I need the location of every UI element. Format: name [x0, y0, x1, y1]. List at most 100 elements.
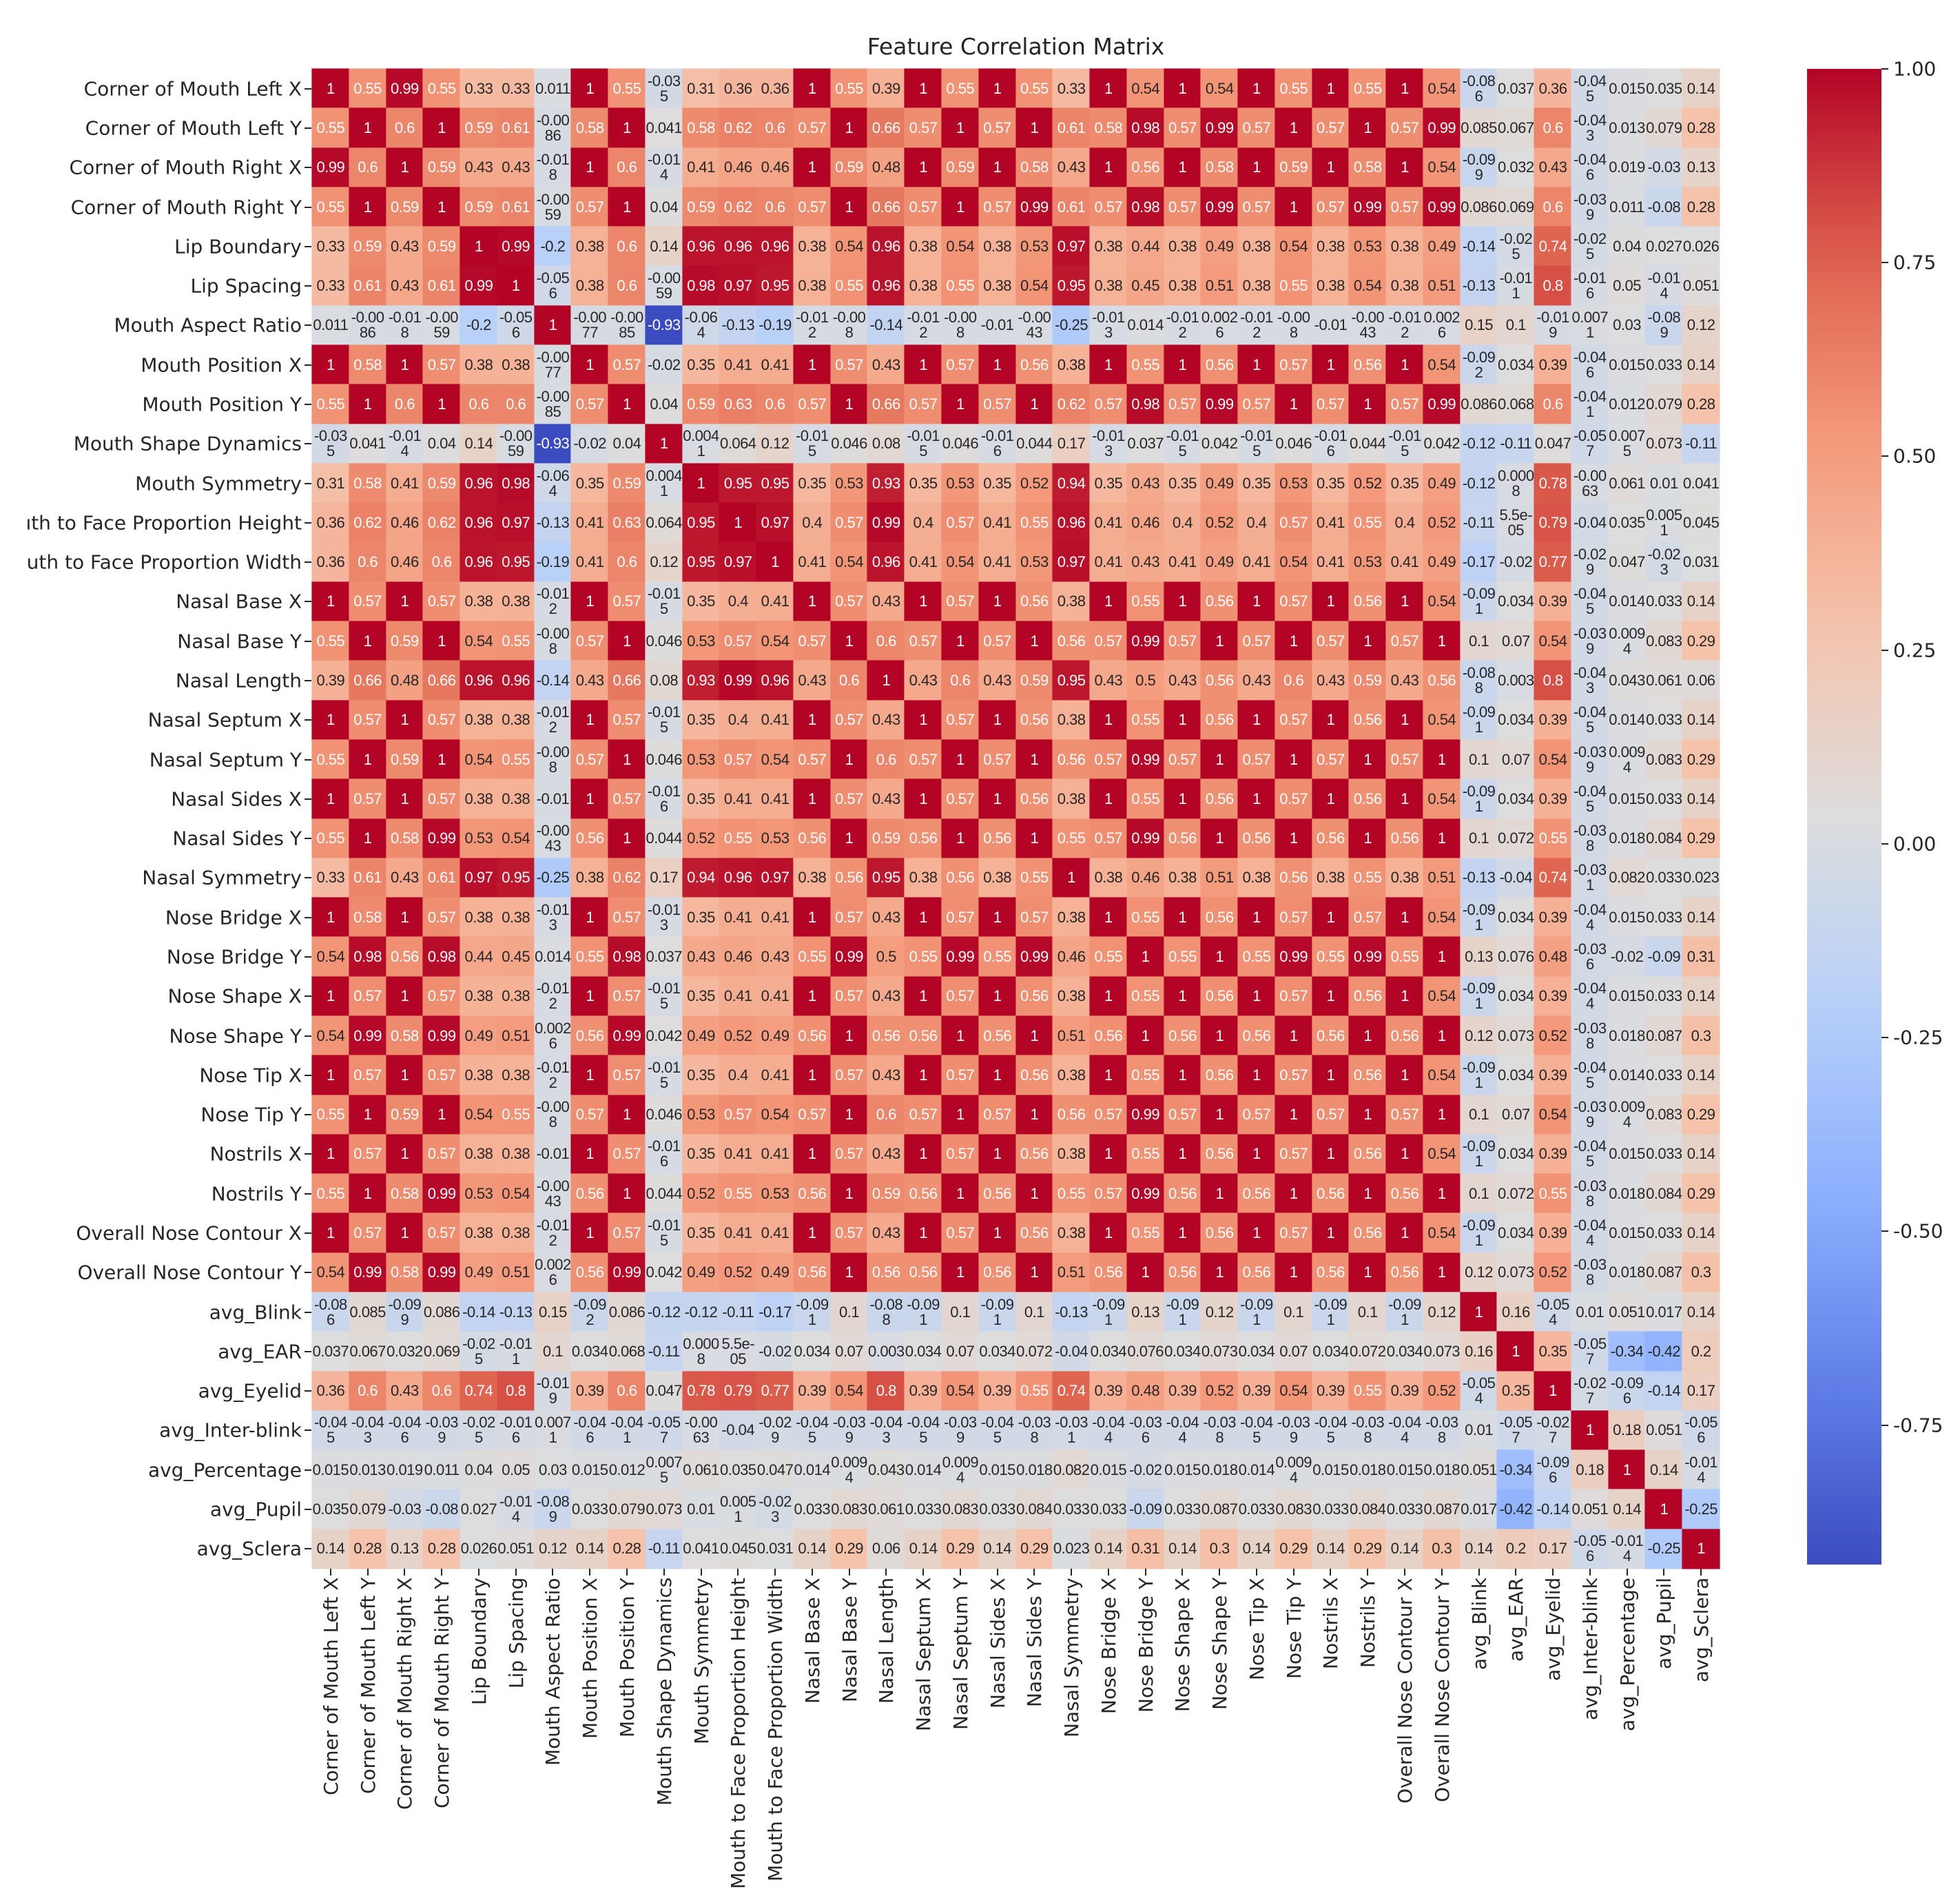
cell-value: 0.55: [575, 948, 604, 965]
heatmap-cell: 0.047: [645, 1371, 683, 1411]
heatmap-cell: 0.14: [1645, 1450, 1683, 1490]
cell-value: 0.99: [1205, 395, 1234, 413]
heatmap-cell: -0.015: [645, 976, 683, 1016]
cell-value: 0.033: [1646, 908, 1682, 926]
heatmap-cell: 0.41: [1312, 503, 1350, 543]
cell-value: 0.14: [1649, 1460, 1678, 1478]
column-tick: [589, 1569, 591, 1576]
heatmap-cell: 0.076: [1126, 1332, 1164, 1372]
heatmap-cell: 1: [312, 700, 349, 740]
cell-value: -0.011: [499, 1334, 533, 1367]
cell-value: 0.54: [761, 1106, 790, 1124]
cell-value: 0.56: [1242, 829, 1271, 847]
heatmap-cell: 0.59: [460, 187, 497, 227]
cell-value: 0.076: [1498, 948, 1534, 965]
cell-value: 0.57: [1317, 1106, 1345, 1124]
cell-value: 0.6: [358, 553, 378, 571]
cell-value: 0.073: [646, 1500, 683, 1518]
cell-value: 0.66: [612, 671, 641, 689]
heatmap-cell: 0.0026: [534, 1252, 572, 1292]
cell-value: 0.38: [464, 987, 493, 1005]
heatmap-cell: 0.99: [423, 1252, 461, 1292]
column-label: avg_Inter-blink: [1578, 1578, 1602, 1720]
cell-value: 1: [845, 198, 854, 216]
heatmap-cell: -0.044: [1571, 898, 1609, 938]
heatmap-cell: 0.41: [719, 976, 757, 1016]
cell-value: 0.011: [535, 79, 570, 97]
heatmap-cell: 0.59: [682, 187, 720, 227]
cell-value: 1: [1326, 1224, 1335, 1242]
cell-value: 0.43: [1168, 671, 1197, 689]
heatmap-cell: 1: [1386, 700, 1423, 740]
cell-value: 0.6: [950, 671, 971, 689]
row-tick: [305, 640, 311, 642]
heatmap-cell: 0.54: [1423, 1055, 1461, 1095]
cell-value: 0.74: [1057, 1382, 1086, 1400]
cell-value: 0.56: [983, 829, 1012, 847]
heatmap-cell: 1: [1275, 1252, 1312, 1292]
heatmap-cell: 1: [1090, 1213, 1127, 1253]
cell-value: 0.39: [798, 1382, 827, 1400]
cell-value: -0.0043: [1018, 309, 1051, 342]
heatmap-cell: 1: [830, 1095, 868, 1135]
cell-value: -0.056: [1573, 1532, 1607, 1565]
cell-value: 0.59: [390, 1106, 419, 1124]
cell-value: 0.56: [1205, 1145, 1234, 1163]
cell-value: 0.35: [1168, 474, 1197, 492]
heatmap-cell: 0.57: [608, 700, 646, 740]
heatmap-cell: -0.057: [1497, 1410, 1535, 1451]
cell-value: -0.01: [1314, 316, 1348, 334]
heatmap-cell: 0.39: [1534, 1213, 1571, 1253]
cell-value: 1: [771, 553, 779, 571]
heatmap-cell: 0.6: [867, 739, 905, 780]
cell-value: 0.39: [1317, 1382, 1345, 1400]
cell-value: 1: [1252, 355, 1261, 373]
cell-value: -0.19: [759, 316, 792, 334]
heatmap-cell: 1: [349, 739, 386, 780]
cell-value: 0.8: [506, 1382, 526, 1400]
cell-value: 0.54: [1353, 277, 1382, 295]
column-tick: [700, 1569, 702, 1576]
cell-value: 0.087: [1646, 1263, 1682, 1281]
heatmap-cell: 0.12: [1423, 1292, 1461, 1332]
heatmap-cell: 0.41: [756, 581, 794, 622]
heatmap-cell: 0.53: [941, 463, 979, 504]
cell-value: 0.38: [1242, 277, 1271, 295]
cell-value: 0.45: [1131, 277, 1160, 295]
heatmap-cell: 0.034: [1090, 1332, 1127, 1372]
heatmap-cell: 1: [1090, 1055, 1127, 1095]
cell-value: -0.091: [1462, 900, 1496, 933]
heatmap-cell: 0.41: [756, 779, 794, 819]
heatmap-cell: 1: [941, 621, 979, 661]
cell-value: 1: [993, 987, 1002, 1005]
heatmap-cell: -0.0043: [1015, 305, 1053, 346]
heatmap-cell: 0.55: [793, 937, 831, 977]
cell-value: 0.53: [687, 750, 715, 768]
cell-value: 0.55: [427, 79, 456, 97]
cell-value: 0.52: [1205, 513, 1234, 531]
heatmap-cell: 0.57: [941, 345, 979, 385]
row-label: avg_Eyelid: [198, 1379, 302, 1403]
heatmap-cell: 0.66: [867, 384, 905, 424]
heatmap-cell: 0.12: [1682, 305, 1720, 346]
row-label: Mouth to Face Proportion Width: [28, 550, 302, 574]
cell-value: 0.38: [1057, 355, 1086, 373]
heatmap-cell: 0.6: [1534, 187, 1571, 227]
heatmap-cell: 0.54: [1423, 147, 1461, 187]
cell-value: 1: [363, 750, 372, 768]
cell-value: -0.014: [1684, 1453, 1717, 1486]
cell-value: 0.56: [909, 1263, 938, 1281]
heatmap-cell: 1: [1015, 1015, 1053, 1056]
row-tick: [305, 1193, 311, 1195]
cell-value: 0.8: [876, 1382, 897, 1400]
cell-value: 0.53: [687, 1106, 715, 1124]
heatmap-cell: 0.43: [571, 661, 609, 701]
heatmap-cell: 0.35: [1090, 463, 1127, 504]
heatmap-cell: 1: [312, 1055, 349, 1095]
heatmap-cell: -0.008: [534, 621, 572, 661]
heatmap-cell: 0.55: [497, 739, 535, 780]
heatmap-cell: -0.045: [1571, 69, 1609, 109]
heatmap-cell: 0.0094: [941, 1450, 979, 1490]
cell-value: 0.0008: [1498, 466, 1534, 499]
cell-value: 0.56: [1205, 592, 1234, 610]
